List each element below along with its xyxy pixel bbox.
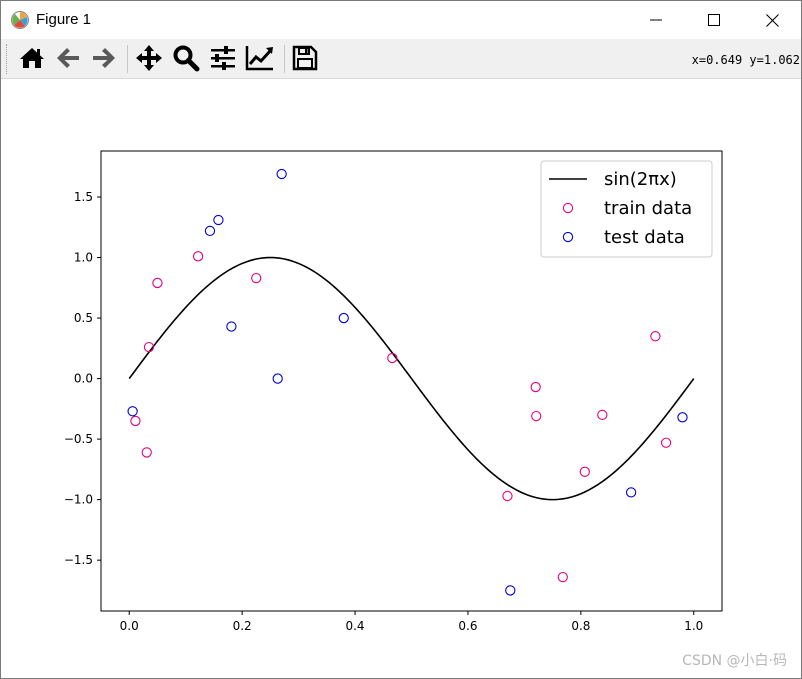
maximize-button[interactable] xyxy=(685,1,743,39)
x-tick-label: 0.4 xyxy=(345,619,364,633)
minimize-icon xyxy=(650,19,662,21)
title-bar[interactable]: Figure 1 xyxy=(1,1,801,39)
train-point xyxy=(660,437,672,448)
y-tick-label: 0.5 xyxy=(74,311,93,325)
pan-button[interactable] xyxy=(134,43,164,73)
legend-box xyxy=(540,160,713,258)
plot-area[interactable]: 0.0 0.2 0.4 0.6 0.8 1.0 −1.5 −1.0 −0.5 0.0 0.5 1.0 1… xyxy=(1,79,801,678)
x-tick-label: 0.6 xyxy=(458,619,477,633)
train-point xyxy=(251,272,262,284)
train-point xyxy=(597,409,608,421)
zoom-button[interactable] xyxy=(171,43,201,73)
train-point xyxy=(387,352,398,364)
x-tick-label: 1.0 xyxy=(684,619,703,633)
toolbar-separator xyxy=(284,45,285,73)
close-button[interactable] xyxy=(743,1,801,39)
magnifier-icon xyxy=(173,45,200,72)
x-tick-label: 0.2 xyxy=(233,619,252,633)
legend-label: sin(2πx) xyxy=(604,169,677,190)
train-point xyxy=(192,251,204,262)
sine-curve xyxy=(128,256,695,501)
test-point xyxy=(276,168,287,180)
train-point xyxy=(557,571,568,583)
y-tick-label: −0.5 xyxy=(64,432,93,446)
test-point xyxy=(338,312,349,324)
test-point xyxy=(625,487,637,498)
edit-axis-button[interactable] xyxy=(245,43,275,73)
save-button[interactable] xyxy=(290,43,320,73)
legend-label: test data xyxy=(604,227,685,248)
floppy-icon xyxy=(292,45,318,71)
y-tick-label: 1.0 xyxy=(74,251,93,265)
navigation-toolbar: x=0.649 y=1.062 xyxy=(1,39,801,79)
home-button[interactable] xyxy=(17,43,47,73)
sliders-icon xyxy=(211,46,235,70)
train-point xyxy=(130,415,141,427)
test-point xyxy=(127,406,138,417)
window-title: Figure 1 xyxy=(36,11,92,28)
toolbar-separator xyxy=(127,45,128,73)
arrow-left-icon xyxy=(57,48,79,68)
train-point xyxy=(141,447,152,458)
close-icon xyxy=(765,13,779,27)
train-point xyxy=(143,341,155,353)
toolbar-grip[interactable] xyxy=(6,44,9,74)
train-point xyxy=(650,331,661,342)
minimize-button[interactable] xyxy=(627,1,685,39)
home-icon xyxy=(20,48,44,68)
y-tick-label: 0.0 xyxy=(74,372,93,386)
y-tick-label: −1.5 xyxy=(64,553,93,567)
back-button[interactable] xyxy=(53,43,83,73)
subplots-button[interactable] xyxy=(208,43,238,73)
test-point xyxy=(505,585,516,596)
test-point xyxy=(226,321,237,332)
train-point xyxy=(152,277,163,289)
test-point xyxy=(213,214,224,226)
cursor-coordinates: x=0.649 y=1.062 xyxy=(691,53,800,67)
forward-button[interactable] xyxy=(89,43,119,73)
line-chart-icon xyxy=(245,46,273,71)
matplotlib-icon xyxy=(11,11,29,29)
y-tick-label: 1.5 xyxy=(74,190,93,204)
train-point xyxy=(530,381,541,393)
watermark: CSDN @小白·码 xyxy=(682,653,787,669)
test-point xyxy=(272,373,283,384)
maximize-icon xyxy=(708,14,720,26)
test-point xyxy=(204,225,216,237)
train-point xyxy=(502,490,513,502)
legend-marker-swatch xyxy=(562,202,574,214)
train-point xyxy=(579,466,590,477)
test-point xyxy=(677,412,688,423)
move-icon xyxy=(136,45,162,71)
x-tick-label: 0.8 xyxy=(571,619,590,633)
x-tick-label: 0.0 xyxy=(120,619,139,633)
arrow-right-icon xyxy=(93,48,115,68)
y-tick-label: −1.0 xyxy=(64,493,93,507)
legend-label: train data xyxy=(604,198,692,219)
legend-marker-swatch xyxy=(562,231,574,243)
figure-canvas[interactable]: 0.0 0.2 0.4 0.6 0.8 1.0 −1.5 −1.0 −0.5 0.0 0.5 1.0 1… xyxy=(1,79,801,678)
train-point xyxy=(531,410,542,422)
